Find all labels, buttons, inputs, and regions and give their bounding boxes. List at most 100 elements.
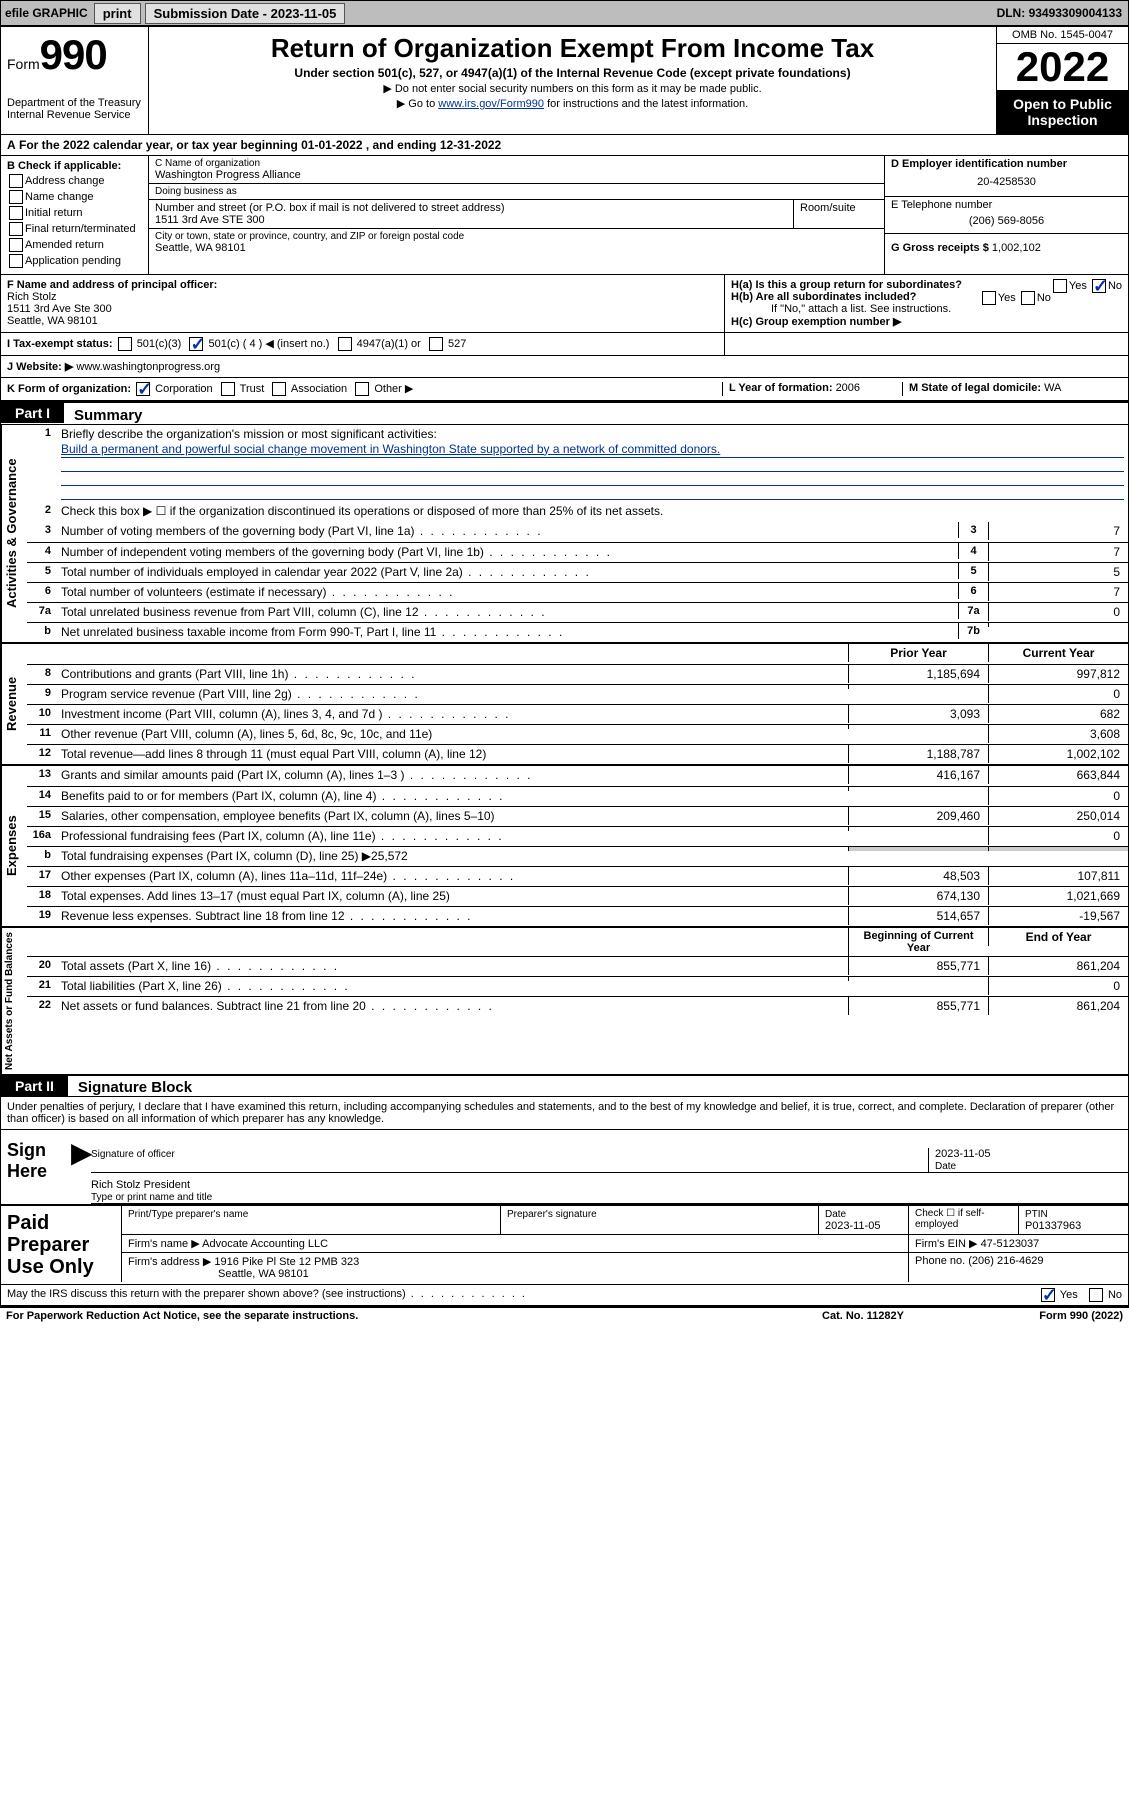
v7a: 0 xyxy=(988,603,1128,621)
irs-link[interactable]: www.irs.gov/Form990 xyxy=(438,98,544,110)
p15: 209,460 xyxy=(848,807,988,825)
phone-value: (206) 569-8056 xyxy=(891,211,1122,231)
row-i: I Tax-exempt status: 501(c)(3) 501(c) ( … xyxy=(1,332,1128,355)
line-a-tax-year: A For the 2022 calendar year, or tax yea… xyxy=(1,135,1128,156)
501c4-checkbox xyxy=(189,337,203,351)
v3: 7 xyxy=(988,522,1128,540)
vtab-governance: Activities & Governance xyxy=(1,425,27,642)
gross-receipts-value: 1,002,102 xyxy=(992,242,1041,254)
officer-addr2: Seattle, WA 98101 xyxy=(7,315,98,327)
h-a-no-checkbox xyxy=(1092,279,1106,293)
submission-date-button[interactable]: Submission Date - 2023-11-05 xyxy=(145,3,346,24)
c14: 0 xyxy=(988,787,1128,805)
c17: 107,811 xyxy=(988,867,1128,885)
firm-phone: (206) 216-4629 xyxy=(968,1255,1043,1267)
print-button[interactable]: print xyxy=(94,3,141,24)
year-formation: 2006 xyxy=(836,382,860,394)
paid-preparer: Paid Preparer Use Only Print/Type prepar… xyxy=(1,1204,1128,1284)
form-990-container: Form990 Department of the Treasury Inter… xyxy=(0,26,1129,1306)
p20: 855,771 xyxy=(848,957,988,975)
c13: 663,844 xyxy=(988,766,1128,784)
org-name: Washington Progress Alliance xyxy=(155,169,878,181)
box-b: B Check if applicable: Address change Na… xyxy=(1,156,149,274)
discuss-yes-checkbox xyxy=(1041,1288,1055,1302)
form-header: Form990 Department of the Treasury Inter… xyxy=(1,27,1128,135)
org-street: 1511 3rd Ave STE 300 xyxy=(155,214,787,226)
row-f-h: F Name and address of principal officer:… xyxy=(1,274,1128,332)
check-application-pending[interactable]: Application pending xyxy=(7,254,142,268)
form-subtitle: Under section 501(c), 527, or 4947(a)(1)… xyxy=(157,66,988,80)
c18: 1,021,669 xyxy=(988,887,1128,905)
c11: 3,608 xyxy=(988,725,1128,743)
check-final-return[interactable]: Final return/terminated xyxy=(7,222,142,236)
part-i-header: Part ISummary xyxy=(1,401,1128,424)
officer-signed-name: Rich Stolz President xyxy=(91,1179,1128,1191)
c12: 1,002,102 xyxy=(988,745,1128,763)
corp-checkbox xyxy=(136,382,150,396)
v4: 7 xyxy=(988,543,1128,561)
header-grid: B Check if applicable: Address change Na… xyxy=(1,156,1128,274)
v6: 7 xyxy=(988,583,1128,601)
p19: 514,657 xyxy=(848,907,988,925)
p12: 1,188,787 xyxy=(848,745,988,763)
p14 xyxy=(848,787,988,791)
box-c: C Name of organization Washington Progre… xyxy=(149,156,884,274)
dln-value: DLN: 93493309004133 xyxy=(997,6,1128,20)
summary-section: Activities & Governance 1 Briefly descri… xyxy=(1,425,1128,642)
vtab-revenue: Revenue xyxy=(1,644,27,764)
c20: 861,204 xyxy=(988,957,1128,975)
row-j: J Website: ▶ www.washingtonprogress.org xyxy=(1,355,1128,377)
p9 xyxy=(848,685,988,689)
p11 xyxy=(848,725,988,729)
check-amended-return[interactable]: Amended return xyxy=(7,238,142,252)
state-domicile: WA xyxy=(1044,382,1061,394)
p21 xyxy=(848,977,988,981)
instructions-note: ▶ Go to www.irs.gov/Form990 for instruct… xyxy=(157,97,988,110)
tax-year: 2022 xyxy=(997,44,1128,90)
cat-number: Cat. No. 11282Y xyxy=(763,1310,963,1322)
ptin: P01337963 xyxy=(1025,1220,1081,1232)
sign-here-label: Sign Here xyxy=(1,1130,71,1204)
p10: 3,093 xyxy=(848,705,988,723)
form-footer: Form 990 (2022) xyxy=(963,1310,1123,1322)
officer-addr1: 1511 3rd Ave Ste 300 xyxy=(7,303,112,315)
form-number: Form990 xyxy=(7,31,142,79)
check-address-change[interactable]: Address change xyxy=(7,174,142,188)
c10: 682 xyxy=(988,705,1128,723)
top-bar: efile GRAPHIC print Submission Date - 20… xyxy=(0,0,1129,26)
page-footer: For Paperwork Reduction Act Notice, see … xyxy=(0,1306,1129,1324)
vtab-expenses: Expenses xyxy=(1,766,27,926)
ssn-note: ▶ Do not enter social security numbers o… xyxy=(157,82,988,95)
c15: 250,014 xyxy=(988,807,1128,825)
firm-ein: 47-5123037 xyxy=(981,1238,1040,1250)
firm-name: Advocate Accounting LLC xyxy=(202,1238,328,1250)
c19: -19,567 xyxy=(988,907,1128,925)
sign-arrow-icon: ▶ xyxy=(71,1130,91,1204)
perjury-declaration: Under penalties of perjury, I declare th… xyxy=(1,1097,1128,1129)
check-name-change[interactable]: Name change xyxy=(7,190,142,204)
p18: 674,130 xyxy=(848,887,988,905)
p13: 416,167 xyxy=(848,766,988,784)
efile-label: efile GRAPHIC xyxy=(1,6,92,20)
firm-addr1: 1916 Pike Pl Ste 12 PMB 323 xyxy=(214,1256,359,1268)
c8: 997,812 xyxy=(988,665,1128,683)
p17: 48,503 xyxy=(848,867,988,885)
c16a: 0 xyxy=(988,827,1128,845)
open-to-public: Open to Public Inspection xyxy=(997,90,1128,134)
mission-text: Build a permanent and powerful social ch… xyxy=(61,441,1124,458)
sig-date: 2023-11-05 xyxy=(935,1148,1128,1160)
p22: 855,771 xyxy=(848,997,988,1015)
check-initial-return[interactable]: Initial return xyxy=(7,206,142,220)
p16a xyxy=(848,827,988,831)
c22: 861,204 xyxy=(988,997,1128,1015)
part-ii-header: Part IISignature Block xyxy=(1,1074,1128,1097)
prep-date: 2023-11-05 xyxy=(825,1220,880,1232)
p8: 1,185,694 xyxy=(848,665,988,683)
v7b xyxy=(988,623,1128,627)
website-value: www.washingtonprogress.org xyxy=(76,361,220,373)
form-title: Return of Organization Exempt From Incom… xyxy=(157,33,988,64)
discuss-row: May the IRS discuss this return with the… xyxy=(1,1284,1128,1305)
irs-label: Internal Revenue Service xyxy=(7,109,142,121)
c21: 0 xyxy=(988,977,1128,995)
row-k-l-m: K Form of organization: Corporation Trus… xyxy=(1,377,1128,401)
